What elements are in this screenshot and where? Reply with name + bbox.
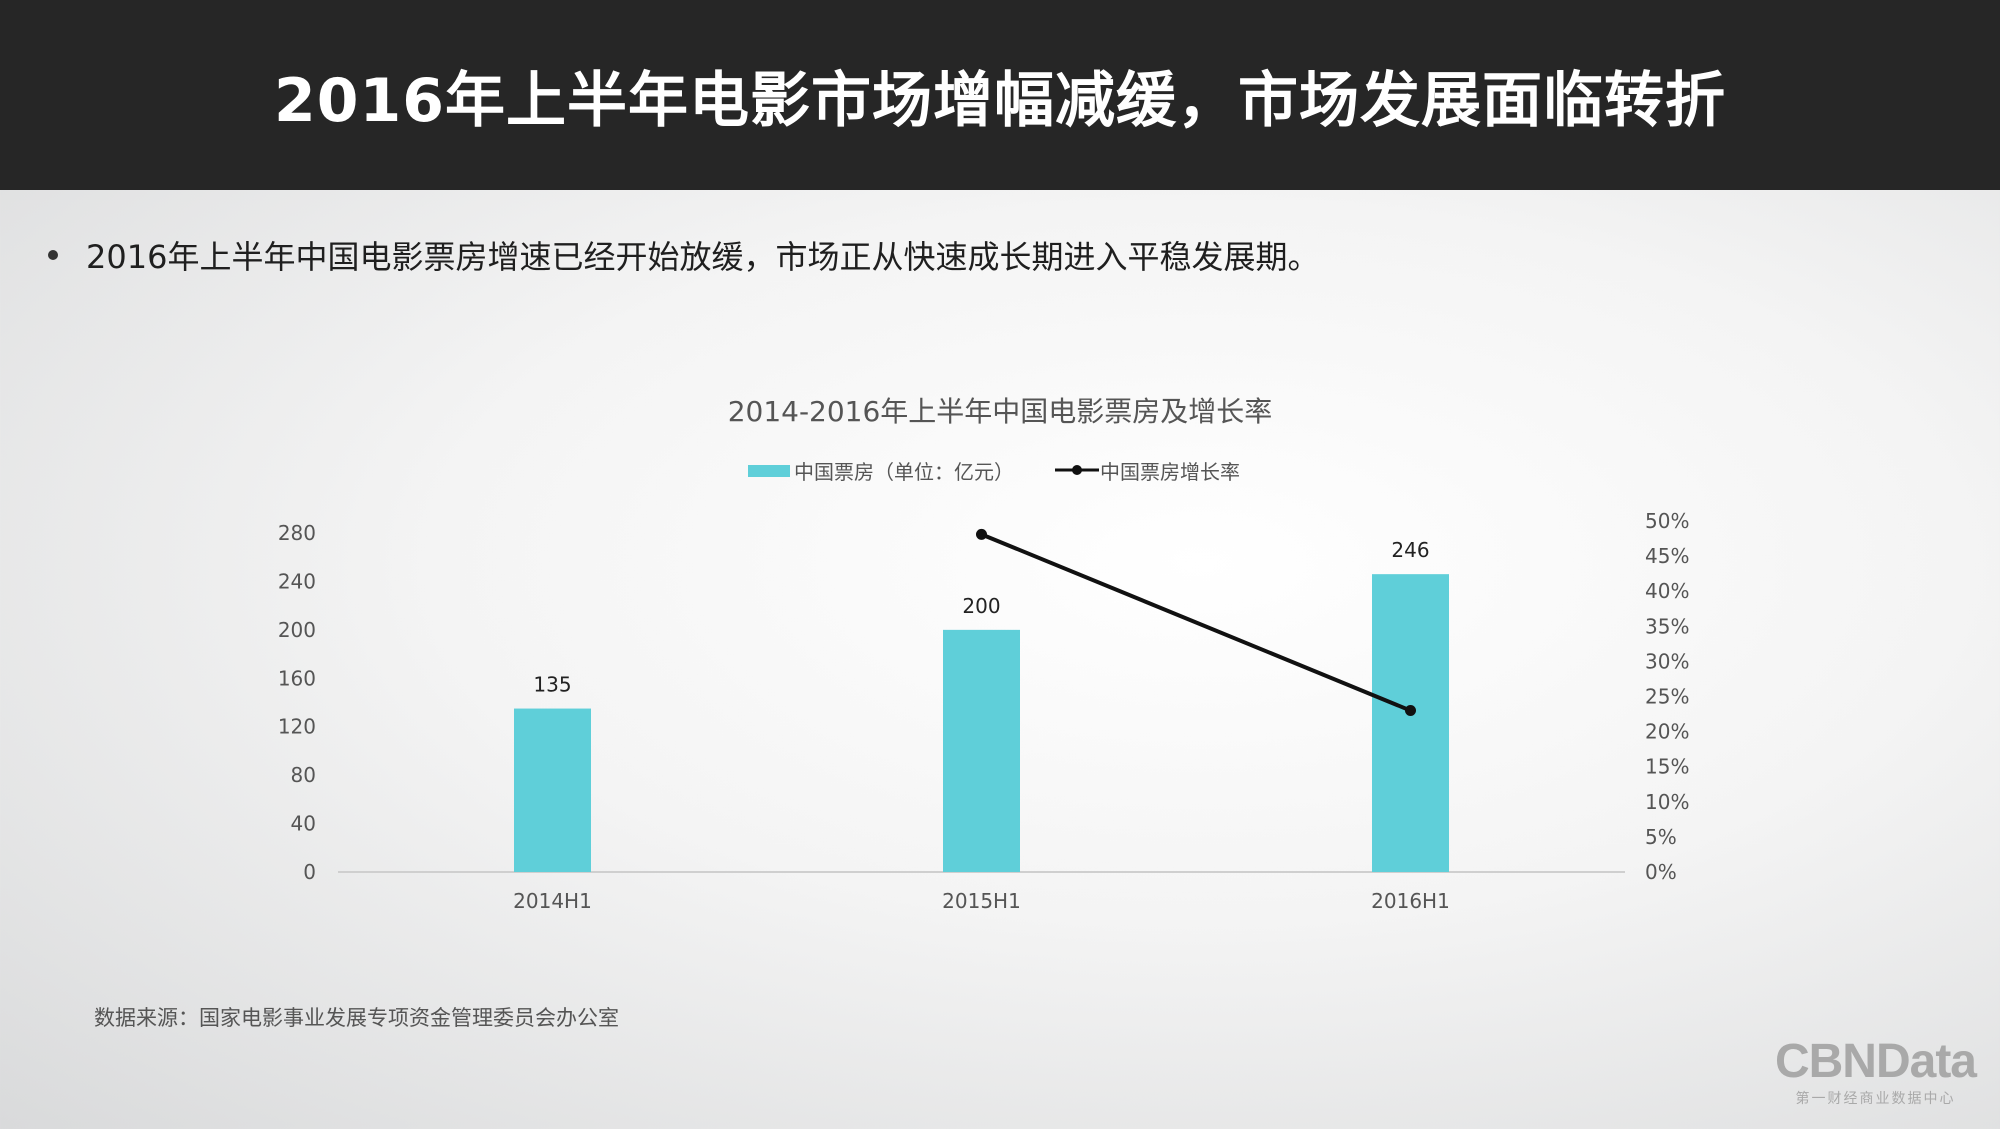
bar <box>514 708 591 872</box>
y-left-tick-label: 120 <box>278 715 316 739</box>
y-left-tick-label: 0 <box>303 860 316 884</box>
legend-bar-label: 中国票房（单位：亿元） <box>794 460 1014 484</box>
y-right-tick-label: 35% <box>1645 614 1689 638</box>
bar-data-label: 200 <box>962 594 1000 618</box>
y-right-tick-label: 45% <box>1645 544 1689 568</box>
y-left-tick-label: 160 <box>278 666 316 690</box>
bar <box>1372 574 1449 872</box>
bullet-dot-icon <box>48 250 58 260</box>
legend-line-marker <box>1072 465 1082 475</box>
y-right-tick-label: 10% <box>1645 790 1689 814</box>
bar <box>943 629 1020 872</box>
cbndata-logo: CBNData 第一财经商业数据中心 <box>1774 1035 1977 1108</box>
y-left-tick-label: 280 <box>278 521 316 545</box>
bar-data-label: 246 <box>1391 538 1429 562</box>
data-source-note: 数据来源：国家电影事业发展专项资金管理委员会办公室 <box>94 1006 619 1030</box>
bar-data-label: 135 <box>533 673 571 697</box>
y-left-tick-label: 80 <box>291 763 316 787</box>
chart-title: 2014-2016年上半年中国电影票房及增长率 <box>728 395 1273 428</box>
page-title: 2016年上半年电影市场增幅减缓，市场发展面临转折 <box>274 65 1726 136</box>
logo-subtitle: 第一财经商业数据中心 <box>1795 1091 1956 1107</box>
growth-rate-point <box>1405 705 1416 717</box>
y-left-tick-label: 200 <box>278 618 316 642</box>
y-left-tick-label: 40 <box>291 812 316 836</box>
growth-rate-point <box>976 528 987 540</box>
growth-rate-line <box>980 532 1412 713</box>
y-left-tick-label: 240 <box>278 569 316 593</box>
y-right-tick-label: 50% <box>1645 509 1689 533</box>
y-right-tick-label: 30% <box>1645 649 1689 673</box>
bullet-text: 2016年上半年中国电影票房增速已经开始放缓，市场正从快速成长期进入平稳发展期。 <box>86 238 1320 276</box>
y-right-tick-label: 25% <box>1645 685 1689 709</box>
x-tick-label: 2014H1 <box>513 889 592 913</box>
bullet-point: 2016年上半年中国电影票房增速已经开始放缓，市场正从快速成长期进入平稳发展期。 <box>48 232 1319 278</box>
legend-bar-swatch <box>748 465 790 477</box>
y-right-tick-label: 15% <box>1645 755 1689 779</box>
y-right-tick-label: 5% <box>1645 825 1677 849</box>
x-tick-label: 2015H1 <box>942 889 1021 913</box>
y-right-tick-label: 20% <box>1645 720 1689 744</box>
header-bar: 2016年上半年电影市场增幅减缓，市场发展面临转折 <box>0 0 2000 190</box>
y-right-tick-label: 0% <box>1645 860 1677 884</box>
legend-line-label: 中国票房增长率 <box>1100 460 1240 484</box>
x-tick-label: 2016H1 <box>1371 889 1450 913</box>
logo-brand: CBNData <box>1774 1035 1977 1088</box>
y-right-tick-label: 40% <box>1645 579 1689 603</box>
